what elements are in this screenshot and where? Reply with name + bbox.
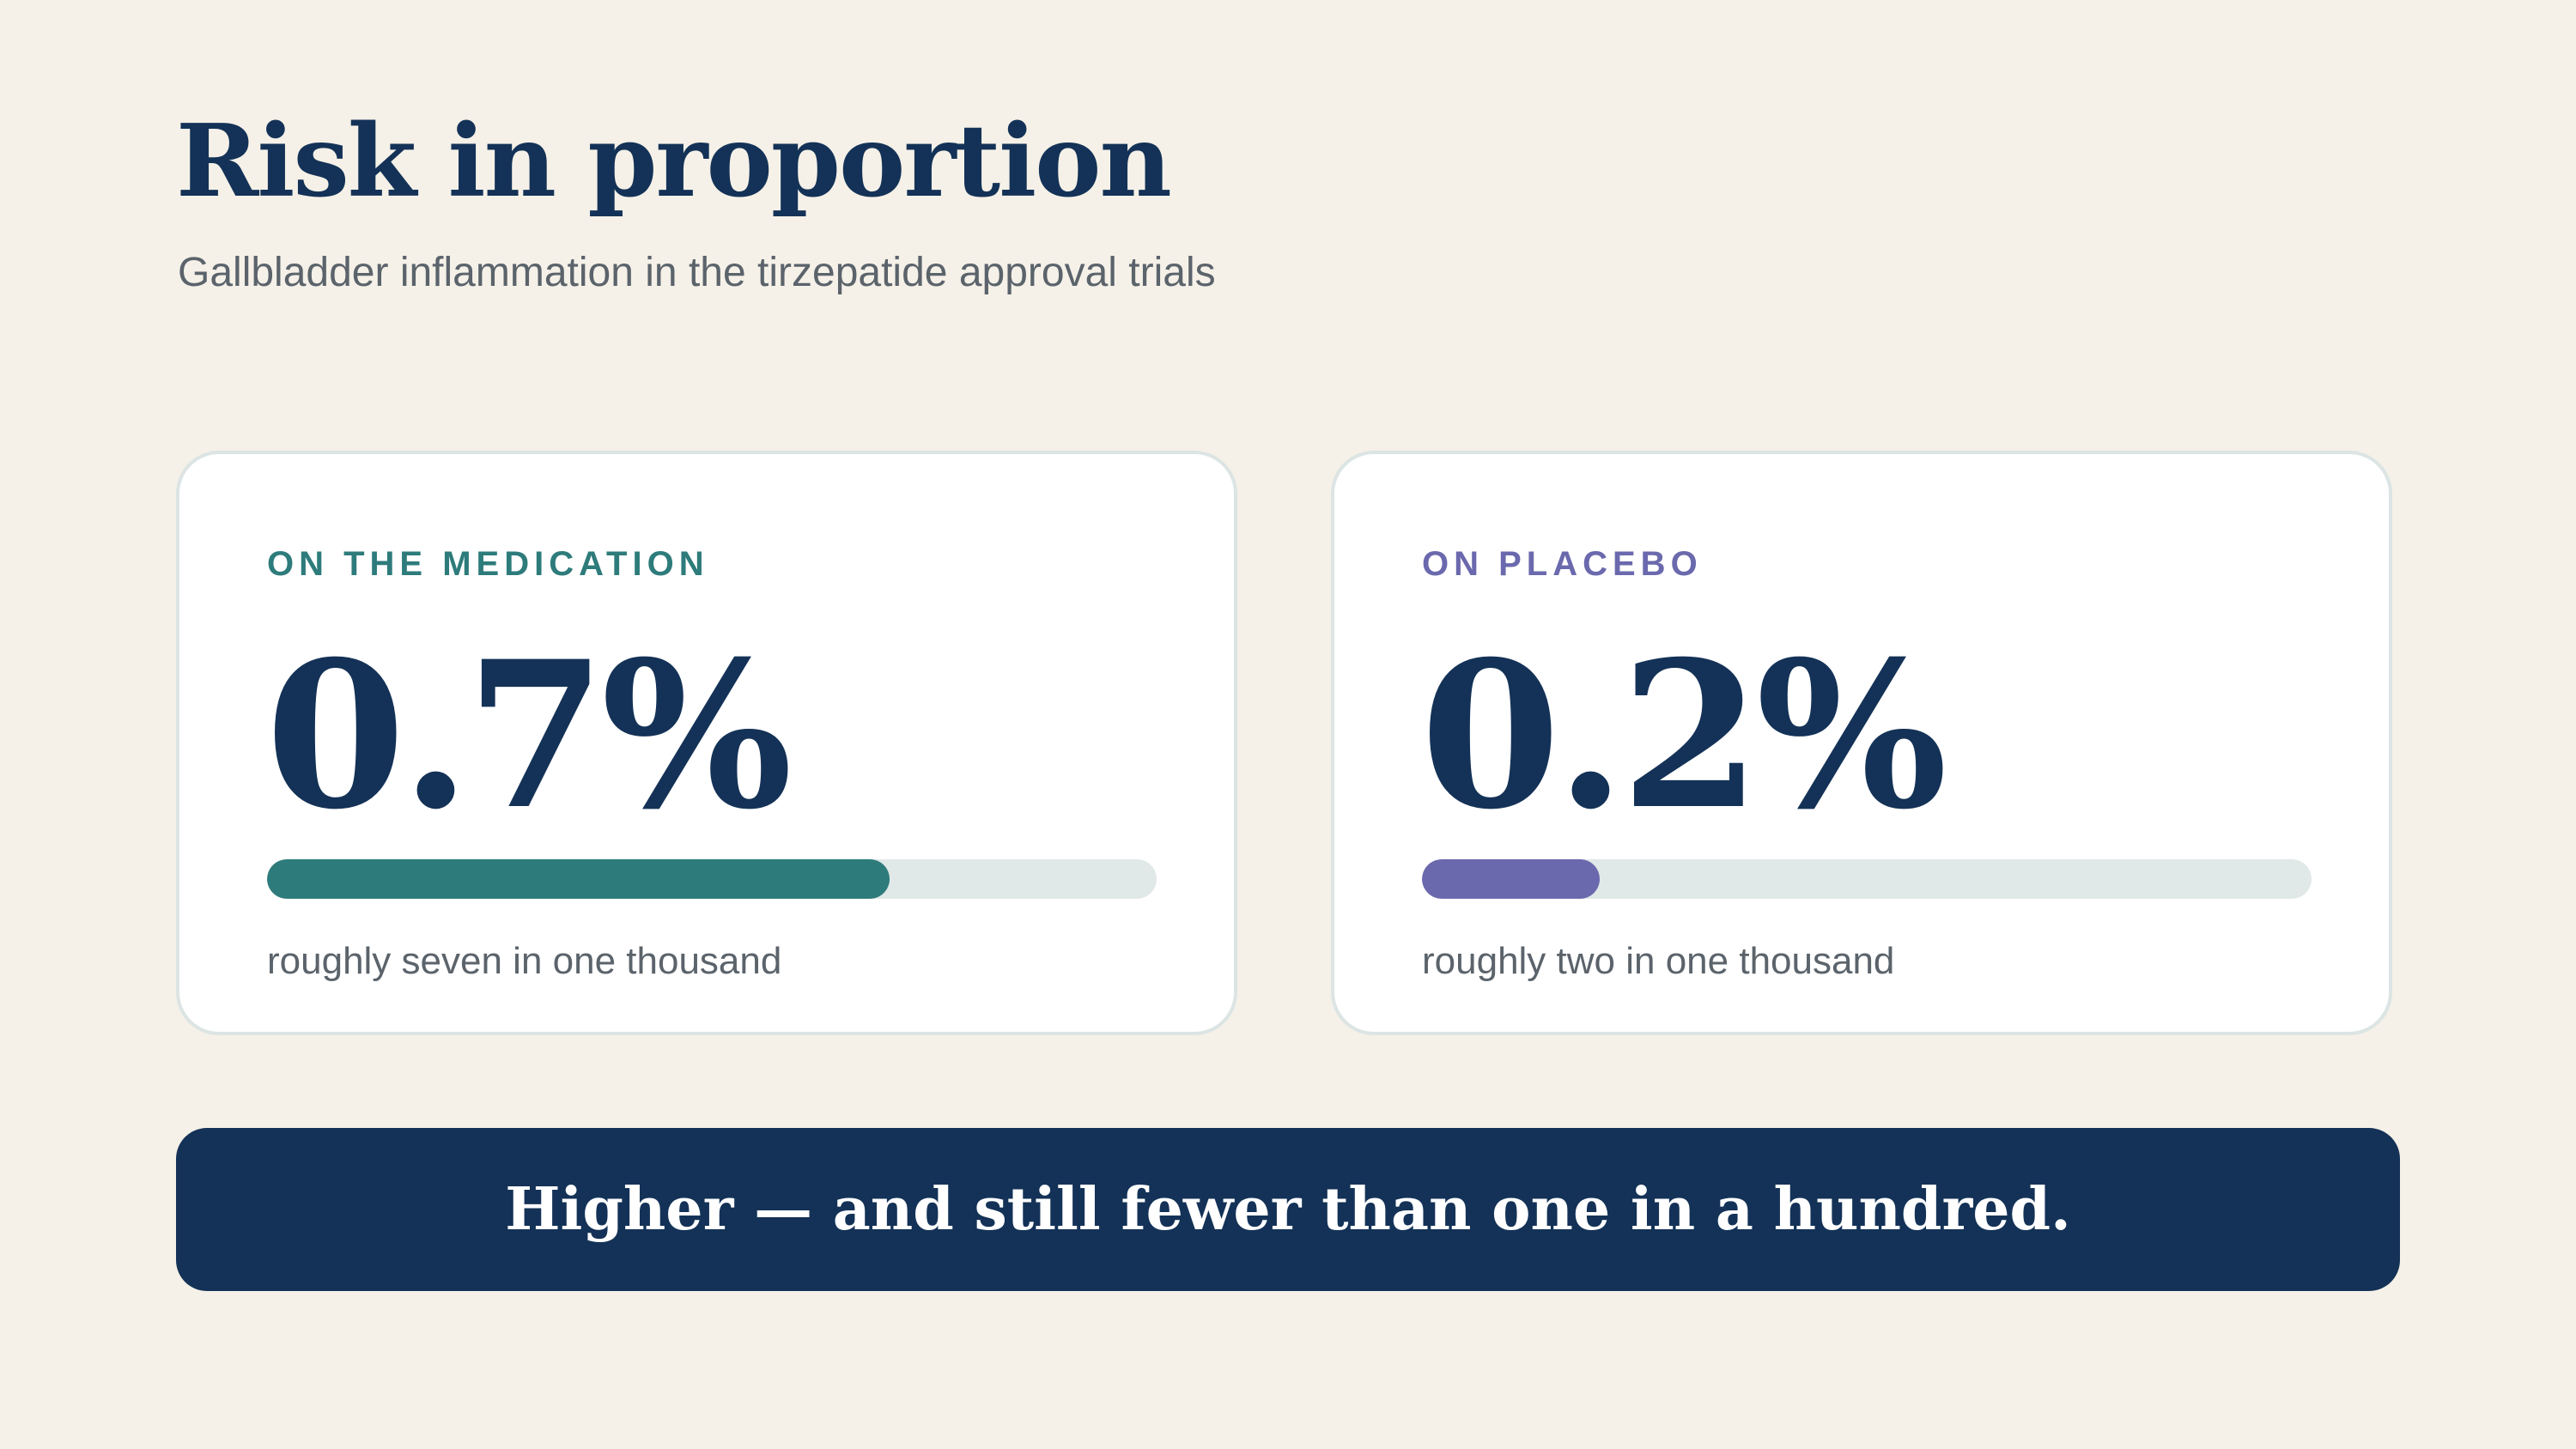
placebo-value: 0.2% bbox=[1420, 617, 1947, 854]
placebo-label: ON PLACEBO bbox=[1422, 545, 1703, 583]
takeaway-text: Higher — and still fewer than one in a h… bbox=[505, 1175, 2071, 1244]
placebo-bar-track bbox=[1422, 859, 2312, 899]
medication-value: 0.7% bbox=[265, 617, 793, 854]
medication-bar-fill bbox=[267, 859, 890, 899]
page-title: Risk in proportion bbox=[176, 103, 1172, 220]
medication-label: ON THE MEDICATION bbox=[267, 545, 709, 583]
page-subtitle: Gallbladder inflammation in the tirzepat… bbox=[178, 250, 1216, 295]
placebo-note: roughly two in one thousand bbox=[1422, 940, 1895, 982]
medication-note: roughly seven in one thousand bbox=[267, 940, 782, 982]
placebo-card: ON PLACEBO 0.2% roughly two in one thous… bbox=[1331, 451, 2392, 1035]
placebo-bar-fill bbox=[1422, 859, 1601, 899]
medication-bar-track bbox=[267, 859, 1157, 899]
takeaway-banner: Higher — and still fewer than one in a h… bbox=[176, 1128, 2400, 1291]
medication-card: ON THE MEDICATION 0.7% roughly seven in … bbox=[176, 451, 1237, 1035]
